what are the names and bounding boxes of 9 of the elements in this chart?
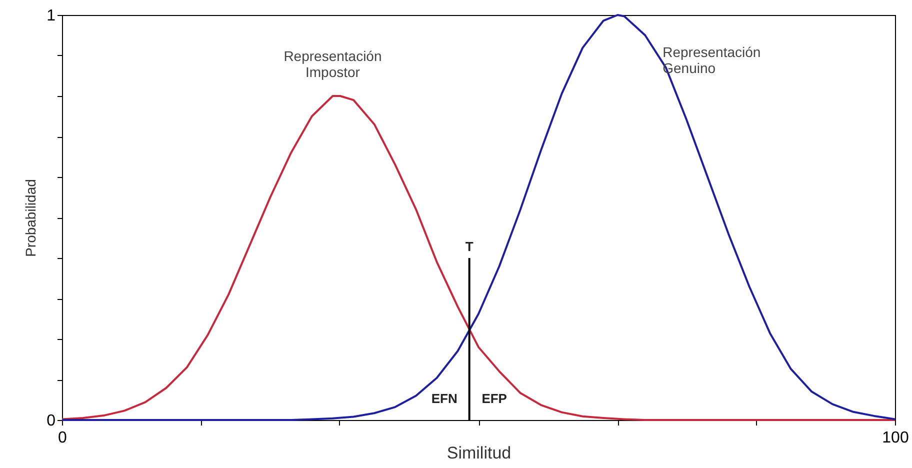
annotation: T [465,238,474,254]
annotation: EFN [431,391,458,406]
annotation: EFP [482,391,508,406]
line-series [61,95,896,421]
x-axis-title: Similitud [446,444,512,462]
y-tick-label: 1 [46,8,56,24]
text: Representación Impostor [284,48,382,80]
y-axis-title: Probabilidad [22,179,39,257]
x-tick-label: 100 [882,430,909,446]
